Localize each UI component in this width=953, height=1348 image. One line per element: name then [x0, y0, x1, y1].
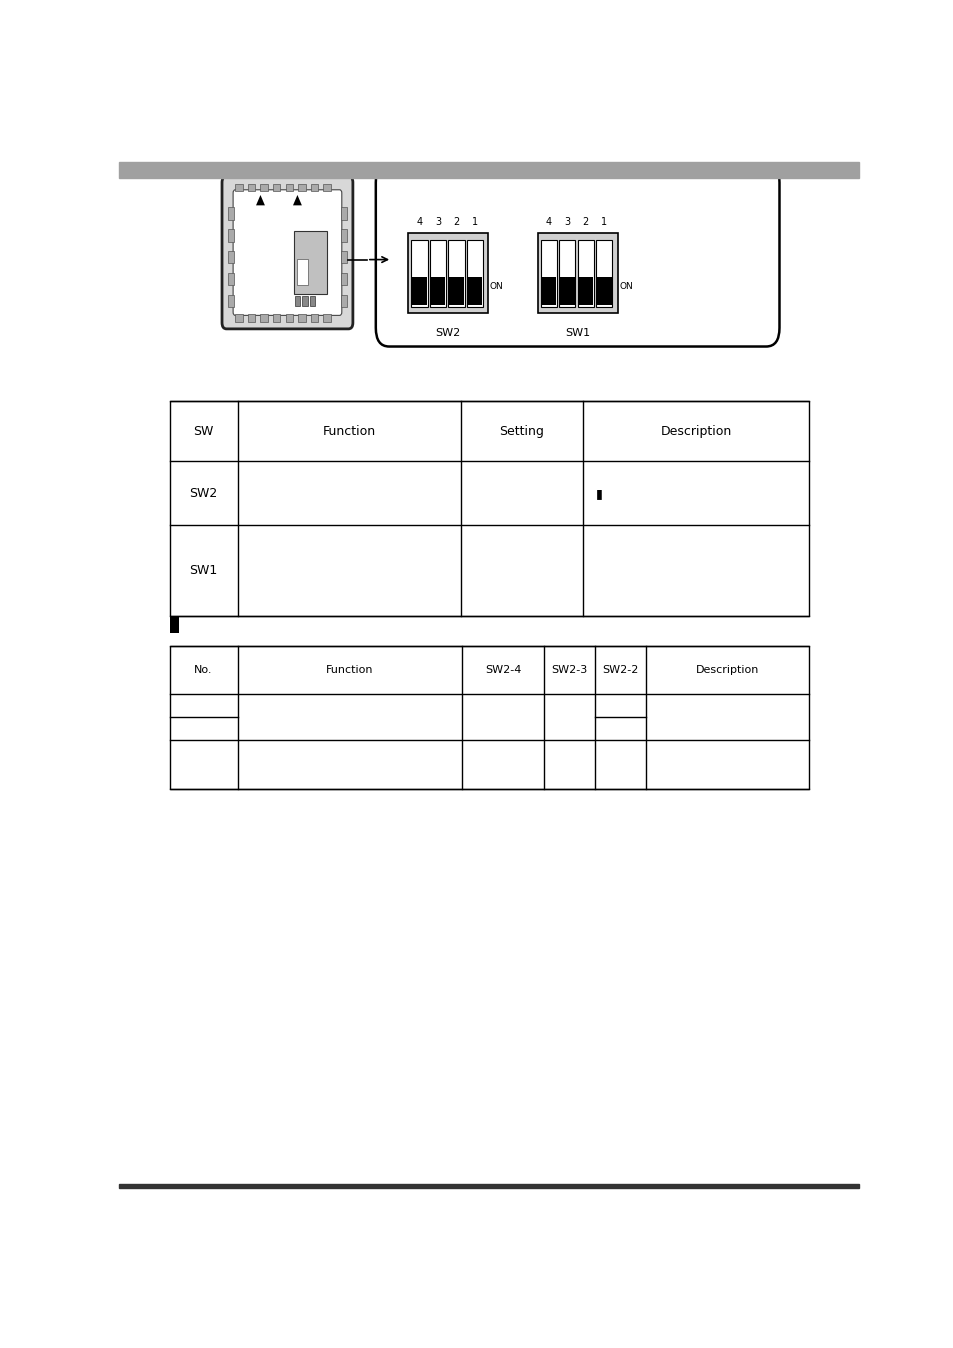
Bar — [298, 314, 305, 322]
Text: SW2: SW2 — [190, 487, 217, 500]
Bar — [558, 240, 575, 307]
Text: SW: SW — [193, 425, 213, 438]
Bar — [294, 232, 327, 294]
FancyBboxPatch shape — [233, 190, 341, 315]
Bar — [412, 276, 426, 305]
Bar — [597, 276, 611, 305]
Bar — [285, 314, 293, 322]
Bar — [228, 208, 233, 220]
Bar — [119, 1184, 858, 1189]
Bar — [430, 276, 445, 305]
Bar — [170, 400, 808, 616]
Bar — [537, 233, 617, 313]
Bar — [577, 240, 594, 307]
Bar — [408, 233, 488, 313]
Bar — [596, 240, 612, 307]
Polygon shape — [293, 195, 301, 205]
Bar — [302, 295, 307, 306]
FancyBboxPatch shape — [222, 177, 353, 329]
Bar — [341, 208, 347, 220]
Bar — [260, 314, 268, 322]
Polygon shape — [255, 195, 265, 205]
Text: 4: 4 — [416, 217, 422, 228]
Text: SW1: SW1 — [564, 328, 590, 338]
Bar — [228, 272, 233, 286]
Text: Description: Description — [659, 425, 731, 438]
Bar — [466, 240, 482, 307]
Text: SW1: SW1 — [190, 565, 217, 577]
Text: 2: 2 — [453, 217, 459, 228]
Bar — [260, 183, 268, 191]
Bar — [311, 183, 317, 191]
Bar — [285, 183, 293, 191]
Text: Description: Description — [696, 666, 759, 675]
Bar — [228, 229, 233, 241]
Text: SW2-2: SW2-2 — [601, 666, 639, 675]
Text: Function: Function — [326, 666, 374, 675]
Bar — [228, 295, 233, 307]
FancyBboxPatch shape — [375, 164, 779, 346]
Bar — [341, 295, 347, 307]
Bar — [297, 259, 308, 286]
Text: SW2-4: SW2-4 — [485, 666, 521, 675]
Text: Function: Function — [322, 425, 375, 438]
Bar — [448, 240, 464, 307]
Bar — [170, 616, 178, 634]
Bar — [298, 183, 305, 191]
Text: SW2-3: SW2-3 — [551, 666, 587, 675]
Bar — [429, 240, 446, 307]
Text: 1: 1 — [600, 217, 607, 228]
Bar — [119, 162, 858, 178]
Text: 3: 3 — [435, 217, 440, 228]
Bar — [323, 314, 331, 322]
Text: 2: 2 — [582, 217, 588, 228]
Text: ON: ON — [489, 282, 503, 291]
Bar — [170, 647, 808, 789]
Bar — [311, 314, 317, 322]
Bar — [235, 183, 242, 191]
Text: 1: 1 — [472, 217, 477, 228]
Text: Setting: Setting — [498, 425, 544, 438]
Bar — [235, 314, 242, 322]
Text: 4: 4 — [545, 217, 551, 228]
Bar — [541, 276, 556, 305]
Text: ▮: ▮ — [596, 487, 602, 500]
Bar — [449, 276, 463, 305]
Bar — [310, 295, 314, 306]
Text: No.: No. — [194, 666, 213, 675]
Bar — [578, 276, 593, 305]
Bar — [273, 183, 280, 191]
Bar — [341, 251, 347, 263]
Bar — [411, 240, 427, 307]
Bar — [323, 183, 331, 191]
Bar — [248, 183, 255, 191]
Bar — [540, 240, 557, 307]
Bar — [228, 251, 233, 263]
Bar — [273, 314, 280, 322]
Bar — [341, 229, 347, 241]
Bar — [559, 276, 574, 305]
Text: 3: 3 — [563, 217, 570, 228]
Bar — [341, 272, 347, 286]
Bar — [248, 314, 255, 322]
Bar — [467, 276, 482, 305]
Text: SW2: SW2 — [436, 328, 460, 338]
Bar — [294, 295, 300, 306]
Text: ON: ON — [618, 282, 632, 291]
